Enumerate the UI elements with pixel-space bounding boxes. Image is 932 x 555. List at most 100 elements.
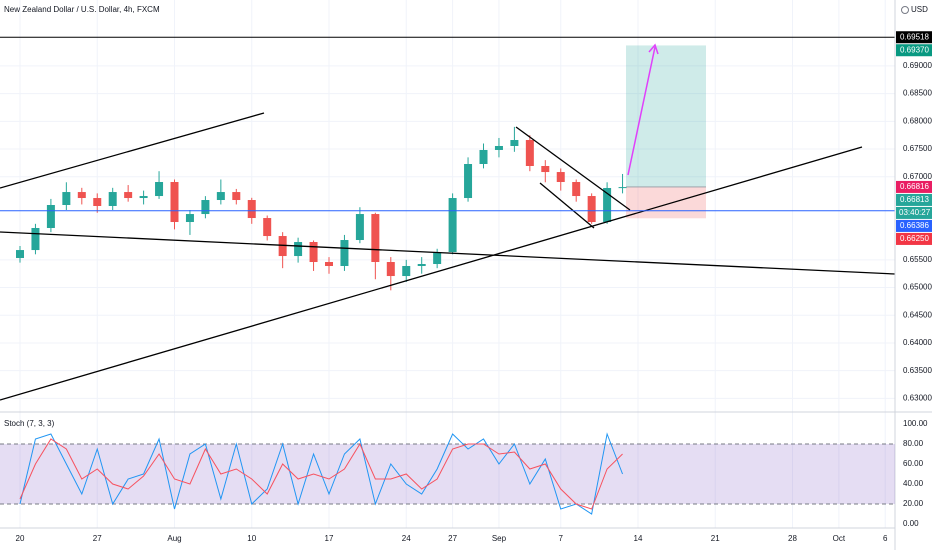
trend-line [0,112,265,189]
y-tick-label: 0.65500 [903,255,932,264]
y-tick-label: 0.64500 [903,310,932,319]
y-tick-label: 0.67500 [903,144,932,153]
y-tick-label: 0.63500 [903,366,932,375]
drawings [0,43,895,401]
price-label-box [896,193,932,206]
arrow [627,46,656,176]
x-tick-label: 24 [402,534,411,543]
candle-body [124,192,133,199]
x-tick-label: Oct [833,534,846,543]
y-tick-label: 80.00 [903,439,924,448]
candle-body [556,172,565,183]
candle-body [386,262,395,277]
y-tick-label: 0.64000 [903,338,932,347]
candles [16,126,627,291]
y-tick-label: 0.65000 [903,283,932,292]
candle-body [355,214,364,241]
horizontal-lines [0,36,895,212]
candle-body [77,192,86,199]
candle-body [139,196,148,199]
candle-body [155,182,164,197]
candle-body [402,266,411,277]
candle-body [541,165,550,173]
stop-zone [626,186,706,219]
price-label-box [896,31,932,44]
y-tick-label: 20.00 [903,499,924,508]
candle-body [525,140,534,166]
candle-body [247,200,256,219]
candle-body [587,196,596,223]
candle-body [572,182,581,197]
axes: 0.63000 0.63500 0.64000 0.64500 0.65000 0.655… [16,31,932,543]
currency-icon [901,6,909,14]
y-tick-label: 0.00 [903,519,919,528]
trend-line [515,126,631,211]
candle-body [185,214,194,223]
y-tick-label: 0.68500 [903,89,932,98]
x-tick-label: 20 [16,534,25,543]
candle-body [603,187,612,223]
candle-body [479,149,488,164]
currency: USD [911,5,928,14]
y-tick-label: 0.63000 [903,393,932,402]
trend-line [0,231,895,275]
y-tick-label: 40.00 [903,479,924,488]
x-tick-label: 14 [634,534,643,543]
price-label-box [896,219,932,232]
target-zone [626,45,706,187]
y-tick-label: 0.67000 [903,172,932,181]
trend-line [0,146,863,401]
candle-body [31,227,40,251]
candle-body [618,187,627,189]
candle-body [433,252,442,265]
candle-body [278,236,287,257]
price-label: 0.66250 [900,234,929,243]
y-tick-label: 100.00 [903,419,928,428]
band-fill [0,444,895,504]
candle-body [201,200,210,215]
candle-body [62,192,71,205]
indicator-title: Stoch (7, 3, 3) [4,419,55,428]
candle-body [494,145,503,150]
candle-body [294,242,303,257]
countdown: 03:40:27 [899,208,931,217]
x-tick-label: 17 [325,534,334,543]
countdown-box [896,206,932,219]
price-label: 0.69518 [900,32,929,41]
candle-body [417,264,426,267]
price-label-box [896,232,932,245]
price-label: 0.66813 [900,195,929,204]
position-tool [626,45,706,219]
y-tick-label: 0.69000 [903,61,932,70]
chart-title: New Zealand Dollar / U.S. Dollar, 4h, FX… [4,5,160,14]
candle-body [510,140,519,146]
y-tick-label: 0.68000 [903,116,932,125]
candle-body [46,205,55,228]
price-label: 0.69370 [900,45,929,54]
x-tick-label: Sep [492,534,507,543]
candle-body [464,164,473,199]
candle-body [340,240,349,267]
candle-body [170,182,179,223]
candle-body [216,192,225,201]
stoch-line [19,432,624,515]
candle-body [448,198,457,253]
x-tick-label: 21 [711,534,720,543]
x-tick-label: 28 [788,534,797,543]
price-label-box [896,180,932,193]
candle-body [325,262,333,267]
price-label: 0.66386 [900,221,929,230]
candle-body [263,218,272,237]
stoch-pane [0,432,895,515]
trend-line [539,182,595,229]
x-tick-label: Aug [167,534,181,543]
x-tick-label: 27 [448,534,457,543]
candle-body [93,198,102,206]
y-tick-label: 60.00 [903,459,924,468]
candle-body [232,192,241,201]
candle-body [108,192,117,206]
stoch-line [19,438,623,510]
x-tick-label: 27 [93,534,102,543]
